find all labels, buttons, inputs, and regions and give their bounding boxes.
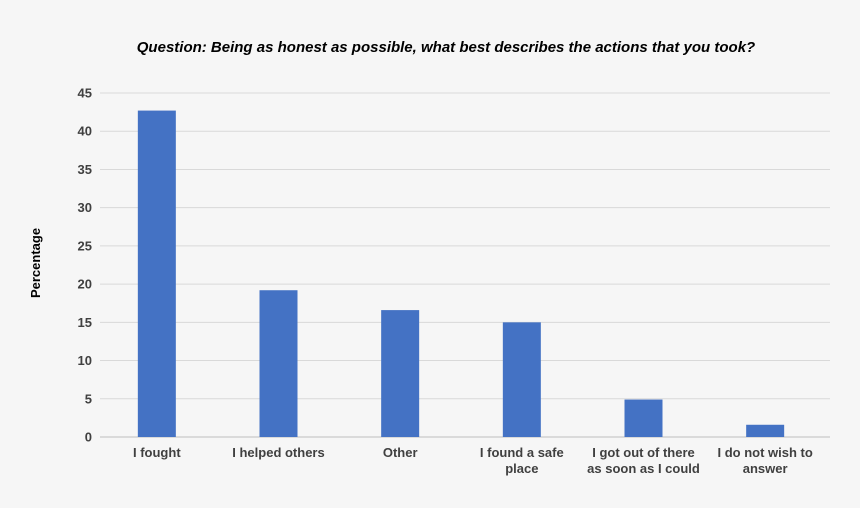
bars <box>137 110 785 438</box>
x-tick-label: Other <box>383 445 418 460</box>
bar <box>381 310 420 437</box>
y-tick-label: 25 <box>78 238 92 253</box>
bar <box>502 322 541 437</box>
x-tick-label-line: I helped others <box>232 445 324 460</box>
x-tick-label: I do not wish to answer <box>718 445 813 476</box>
y-tick-label: 35 <box>78 162 92 177</box>
x-tick-label: I found a safe place <box>480 445 564 476</box>
x-tick-label: I helped others <box>232 445 324 460</box>
x-tick-label-line: I do not wish to <box>718 445 813 460</box>
x-tick-label-line: Other <box>383 445 418 460</box>
bar <box>137 110 176 438</box>
y-tick-label: 40 <box>78 124 92 139</box>
y-axis-label: Percentage <box>28 228 43 298</box>
x-tick-label-line: I found a safe <box>480 445 564 460</box>
y-tick-label: 0 <box>85 430 92 445</box>
x-tick-label: I fought <box>133 445 181 460</box>
y-tick-label: 30 <box>78 200 92 215</box>
bar <box>259 290 298 437</box>
y-tick-label: 20 <box>78 277 92 292</box>
y-tick-label: 45 <box>78 86 92 101</box>
x-tick-label-line: place <box>505 461 538 476</box>
x-tick-label-line: as soon as I could <box>587 461 700 476</box>
y-axis-ticks: 0 5 10 15 20 25 30 35 40 45 <box>78 86 92 445</box>
y-tick-label: 15 <box>78 315 92 330</box>
bar <box>624 399 663 437</box>
x-tick-label-line: I got out of there <box>592 445 695 460</box>
bar <box>746 424 785 437</box>
y-tick-label: 10 <box>78 353 92 368</box>
chart-title: Question: Being as honest as possible, w… <box>137 39 755 56</box>
x-tick-label: I got out of there as soon as I could <box>587 445 700 476</box>
x-axis-ticks: I fought I helped others Other I found a sa… <box>133 445 813 476</box>
x-tick-label-line: I fought <box>133 445 181 460</box>
gridlines <box>100 92 830 438</box>
y-tick-label: 5 <box>85 391 92 406</box>
x-tick-label-line: answer <box>743 461 788 476</box>
